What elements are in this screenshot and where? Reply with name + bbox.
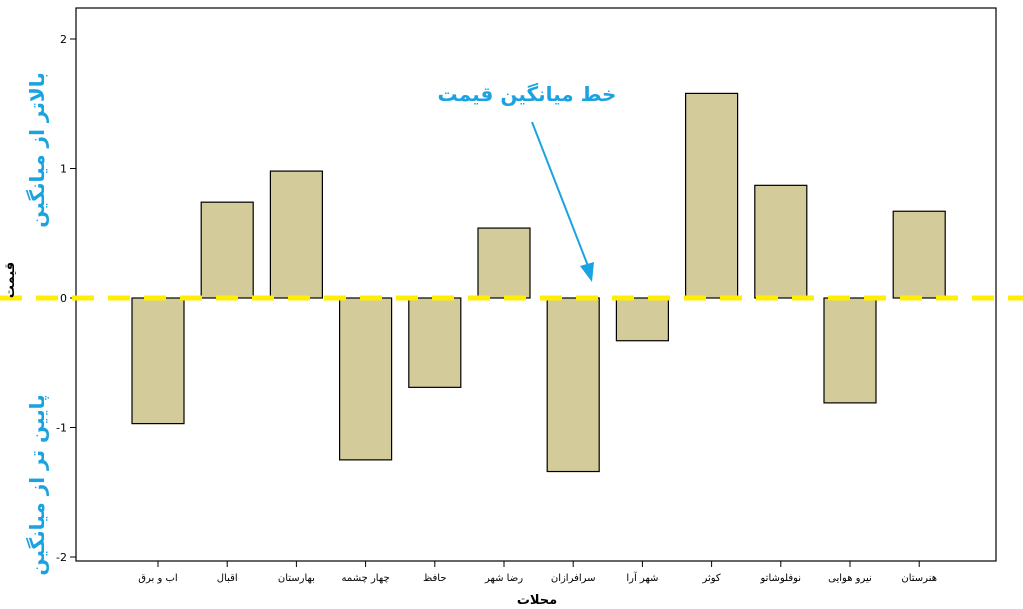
x-tick-label: حافظ [423, 573, 447, 584]
x-tick-label: شهر آرا [626, 571, 658, 584]
y-axis-title: قیمت [3, 262, 18, 298]
bar [269, 170, 323, 299]
x-tick-label: بهارستان [278, 573, 315, 584]
x-tick-label: سرافرازان [551, 573, 596, 584]
mean-line-label: خط میانگین قیمت [438, 82, 617, 106]
y-tick-label: -2 [56, 551, 67, 564]
below-mean-note: پایین تر از میانگین [25, 394, 50, 575]
bar [892, 210, 946, 299]
x-tick-label: رضا شهر [484, 573, 523, 584]
bar [754, 184, 808, 299]
x-tick-label: اب و برق [138, 573, 177, 584]
bar [131, 297, 185, 425]
y-tick-label: 2 [60, 33, 67, 46]
y-tick-label: 1 [60, 163, 67, 176]
bars [131, 92, 946, 473]
bar [408, 297, 462, 388]
y-axis: 2 1 0 -1 -2 [56, 33, 76, 564]
x-tick-label: نیرو هوایی [828, 573, 872, 584]
x-tick-label: کوثر [701, 573, 720, 584]
above-mean-note: بالاتر از میانگین [25, 72, 49, 228]
bar [823, 297, 877, 404]
bar [200, 201, 254, 299]
x-axis: اب و برق اقبال بهارستان چهار چشمه حافظ رضا شه… [138, 561, 937, 584]
annotation-arrow [531, 121, 594, 282]
x-tick-label: نوفلوشاتو [760, 573, 802, 584]
x-tick-label: هنرستان [901, 573, 937, 584]
bar [615, 297, 670, 342]
bar [546, 297, 600, 473]
y-tick-label: 0 [60, 292, 67, 305]
x-axis-title: محلات [517, 593, 557, 608]
y-tick-label: -1 [56, 422, 67, 435]
bar [477, 227, 531, 299]
x-tick-label: اقبال [217, 573, 238, 584]
x-tick-label: چهار چشمه [342, 573, 390, 584]
bar [684, 92, 739, 299]
bar [339, 297, 393, 461]
